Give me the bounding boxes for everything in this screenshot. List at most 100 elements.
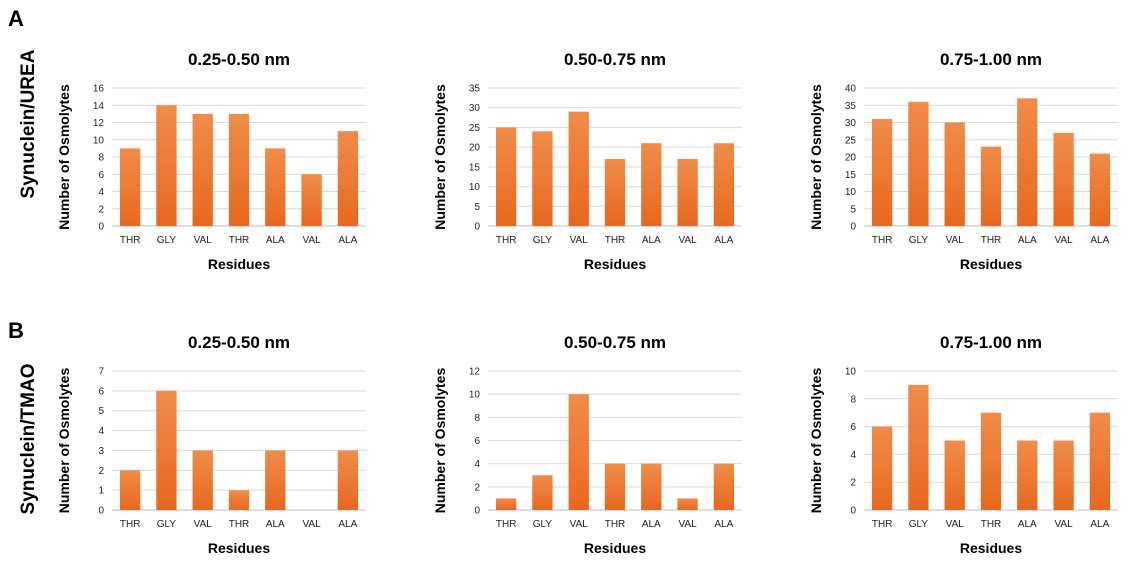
chart-a-2-bar-3: [568, 111, 589, 226]
chart-a-3-xtick-label: ALA: [1018, 235, 1037, 246]
chart-a-2-xtick-label: THR: [605, 235, 626, 246]
chart-b-1-ytick-label: 7: [98, 367, 104, 378]
chart-b-3-bar-4: [980, 412, 1002, 510]
chart-b-1-bar-2: [156, 390, 177, 510]
chart-b-3-xtick-label: THR: [872, 519, 893, 530]
chart-b-3-ytick-label: 8: [850, 394, 856, 405]
chart-a-2-xtick-label: THR: [496, 235, 517, 246]
chart-a-2-ytick-label: 15: [469, 162, 481, 173]
chart-b-2-title: 0.50-0.75 nm: [564, 333, 666, 352]
chart-a-1-ytick-label: 6: [98, 170, 104, 181]
chart-a-1-ytick-label: 12: [93, 118, 105, 129]
chart-a-2-x-axis-title: Residues: [584, 256, 646, 272]
chart-b-2-bar-4: [604, 463, 626, 510]
chart-a-3-ytick-label: 5: [850, 204, 856, 215]
chart-b-3-bar-6: [1053, 440, 1074, 510]
chart-a-1-ytick-label: 16: [93, 84, 105, 95]
chart-b-3-bar-2: [908, 384, 929, 510]
chart-b-1-bar-4: [228, 490, 250, 510]
chart-a-2-title: 0.50-0.75 nm: [564, 50, 666, 69]
chart-a-2-bar-5: [641, 143, 662, 226]
chart-a-3-xtick-label: ALA: [1090, 235, 1109, 246]
chart-b-3-bar-7: [1089, 412, 1111, 510]
chart-a-1-bar-3: [192, 113, 213, 226]
chart-a-3-xtick-label: THR: [872, 235, 893, 246]
chart-b-1-bar-3: [192, 450, 213, 510]
chart-a-3-bar-1: [871, 119, 893, 226]
chart-b-1-xtick-label: VAL: [194, 519, 213, 530]
chart-a-2-bar-7: [713, 143, 735, 226]
chart-a-1-x-axis-title: Residues: [208, 256, 270, 272]
chart-a-2-ytick-label: 0: [474, 222, 480, 233]
chart-b-2-ytick-label: 12: [469, 367, 481, 378]
chart-b-2-xtick-label: VAL: [678, 519, 697, 530]
chart-a-1-bar-7: [337, 131, 359, 226]
chart-a-3-ytick-label: 20: [845, 153, 857, 164]
chart-a-3-y-axis-title: Number of Osmolytes: [808, 84, 824, 230]
chart-b-1-x-axis-title: Residues: [208, 540, 270, 556]
chart-b-1-xtick-label: VAL: [302, 519, 321, 530]
chart-b-1-ytick-label: 3: [98, 446, 104, 457]
chart-a-3-x-axis-title: Residues: [960, 256, 1022, 272]
chart-a-3-ytick-label: 0: [850, 222, 856, 233]
chart-a-3-title: 0.75-1.00 nm: [940, 50, 1042, 69]
chart-a-1-xtick-label: ALA: [338, 235, 357, 246]
chart-a-3-xtick-label: GLY: [909, 235, 929, 246]
chart-b-3-ytick-label: 2: [850, 478, 856, 489]
chart-b-3-ytick-label: 4: [850, 450, 856, 461]
chart-a-2-ytick-label: 25: [469, 123, 481, 134]
chart-a-1-y-axis-title: Number of Osmolytes: [56, 84, 72, 230]
chart-b-2-bar-2: [532, 475, 553, 510]
chart-a-2-ytick-label: 35: [469, 84, 481, 95]
chart-b-2-bar-6: [677, 498, 698, 510]
chart-a-1: 0.25-0.50 nm 0 2 4 6 8 10 12 14 16 THR GLY VAL THR ALA…: [56, 50, 366, 272]
chart-a-1-xtick-label: GLY: [157, 235, 177, 246]
chart-b-2-xtick-label: VAL: [570, 519, 589, 530]
chart-b-2-xtick-label: ALA: [642, 519, 661, 530]
chart-b-1-bar-1: [119, 470, 141, 510]
chart-b-1-ytick-label: 4: [98, 426, 104, 437]
chart-a-3-ytick-label: 15: [845, 170, 857, 181]
chart-b-1-ytick-label: 6: [98, 386, 104, 397]
chart-b-2-ytick-label: 4: [474, 459, 480, 470]
chart-b-3-title: 0.75-1.00 nm: [940, 333, 1042, 352]
chart-b-2-bar-5: [641, 463, 662, 510]
chart-b-2-xtick-label: THR: [496, 519, 517, 530]
chart-a-1-xtick-label: THR: [120, 235, 141, 246]
chart-a-2-xtick-label: ALA: [714, 235, 733, 246]
chart-a-2-bar-4: [604, 158, 626, 226]
chart-b-3-xtick-label: VAL: [946, 519, 965, 530]
chart-b-3-bar-1: [871, 426, 893, 510]
chart-a-1-xtick-label: VAL: [302, 235, 321, 246]
chart-b-3-bar-3: [944, 440, 965, 510]
chart-b-1-xtick-label: GLY: [157, 519, 177, 530]
chart-a-2-xtick-label: VAL: [678, 235, 697, 246]
chart-a-3-ytick-label: 30: [845, 118, 857, 129]
chart-a-2-xtick-label: GLY: [533, 235, 553, 246]
chart-b-2-ytick-label: 6: [474, 436, 480, 447]
chart-a-1-bar-2: [156, 105, 177, 226]
chart-b-3-y-axis-title: Number of Osmolytes: [808, 368, 824, 514]
chart-a-3-ytick-label: 40: [845, 84, 857, 95]
chart-b-2-xtick-label: ALA: [714, 519, 733, 530]
chart-b-1-y-axis-title: Number of Osmolytes: [56, 368, 72, 514]
chart-a-3-bar-7: [1089, 153, 1111, 226]
chart-a-3-xtick-label: VAL: [1054, 235, 1073, 246]
chart-a-3-bar-3: [944, 122, 965, 226]
chart-b-2-y-axis-title: Number of Osmolytes: [432, 368, 448, 514]
chart-a-1-bar-6: [301, 174, 322, 226]
chart-b-2-bar-3: [568, 394, 589, 510]
chart-b-1-title: 0.25-0.50 nm: [188, 333, 290, 352]
chart-a-2-y-axis-title: Number of Osmolytes: [432, 84, 448, 230]
chart-b-2-ytick-label: 10: [469, 390, 481, 401]
chart-b-3-xtick-label: THR: [981, 519, 1002, 530]
chart-a-3-bar-6: [1053, 132, 1074, 226]
chart-b-1-xtick-label: THR: [120, 519, 141, 530]
chart-a-1-bar-5: [265, 148, 286, 226]
chart-b-1-bar-5: [265, 450, 286, 510]
chart-b-3-x-axis-title: Residues: [960, 540, 1022, 556]
chart-b-2-ytick-label: 0: [474, 506, 480, 517]
chart-b-2-bar-1: [495, 498, 517, 510]
chart-a-1-bar-4: [228, 113, 250, 226]
